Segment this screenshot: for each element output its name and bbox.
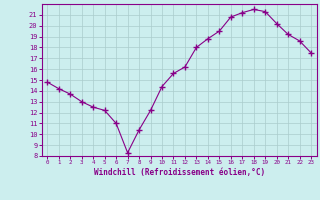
X-axis label: Windchill (Refroidissement éolien,°C): Windchill (Refroidissement éolien,°C) [94, 168, 265, 177]
